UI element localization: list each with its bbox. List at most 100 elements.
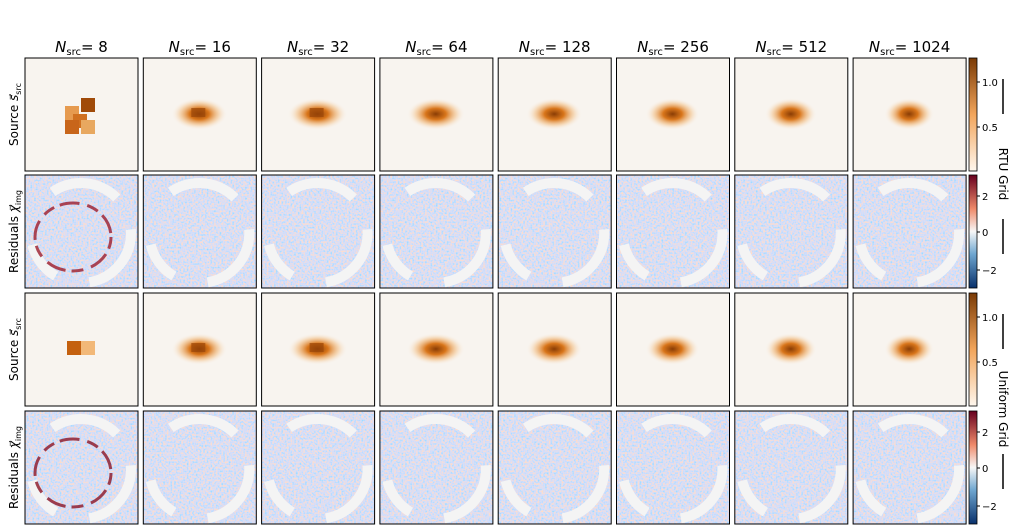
blob	[406, 98, 465, 130]
label: = 256	[663, 38, 709, 56]
residual-image	[24, 174, 139, 289]
blob	[406, 333, 465, 365]
symbol: N	[869, 38, 880, 56]
residual-image	[261, 410, 376, 525]
source-image	[142, 57, 257, 172]
residual-image	[852, 174, 967, 289]
mask-arc	[499, 414, 610, 524]
pixel	[81, 98, 95, 112]
symbol: N	[755, 38, 766, 56]
frame	[142, 410, 257, 525]
source-image	[261, 57, 376, 172]
blob	[526, 98, 583, 130]
residual-image	[616, 174, 730, 289]
residual-image	[24, 410, 139, 525]
frame	[24, 410, 139, 525]
mask-arc	[735, 414, 846, 524]
subscript: src	[298, 47, 313, 58]
colorbar-tick-label: −2	[982, 266, 997, 277]
frame	[379, 57, 494, 172]
residual-image	[616, 410, 730, 525]
symbol: N	[519, 38, 530, 56]
residual-image	[734, 174, 849, 289]
ring	[33, 437, 113, 509]
source-image	[24, 57, 139, 172]
row-label: Source s⃗src	[7, 318, 23, 381]
column-header: Nsrc= 16	[169, 38, 231, 58]
frame	[379, 410, 494, 525]
frame	[142, 57, 257, 172]
symbol: N	[169, 38, 180, 56]
column-header: Nsrc= 8	[55, 38, 108, 58]
colorbar-tick-label: 2	[982, 192, 988, 203]
subscript: img	[14, 190, 23, 205]
label: = 8	[81, 38, 108, 56]
subscript: src	[14, 318, 23, 330]
column-header: Nsrc= 256	[637, 38, 709, 58]
frame	[616, 410, 730, 525]
source-image	[497, 57, 612, 172]
source-image	[497, 292, 612, 407]
mask-arc	[499, 178, 610, 288]
source-image	[734, 292, 849, 407]
residual-image	[142, 174, 257, 289]
colorbar-tick-label: 1.0	[982, 313, 998, 324]
mask-arc	[617, 178, 728, 288]
colorbar-tick-label: 0.5	[982, 123, 998, 134]
frame	[379, 292, 494, 407]
mask-arc	[262, 414, 373, 524]
mask-arc	[380, 414, 491, 524]
blob	[645, 333, 700, 365]
symbol: s⃗	[7, 94, 21, 101]
colorbar-tick-label: 0.5	[982, 358, 998, 369]
colorbar	[968, 57, 978, 172]
frame	[497, 174, 612, 289]
row-label: Residuals χ⃗img	[7, 190, 23, 273]
frame	[261, 57, 376, 172]
residual-image	[261, 174, 376, 289]
symbol: s⃗	[7, 329, 21, 336]
source-image	[616, 57, 730, 172]
colorbar-tick-label: 0	[982, 228, 988, 239]
frame	[142, 174, 257, 289]
subscript: src	[66, 47, 81, 58]
pixel	[67, 341, 81, 355]
column-header: Nsrc= 32	[287, 38, 349, 58]
frame	[261, 174, 376, 289]
frame	[24, 57, 139, 172]
pixel	[81, 341, 95, 355]
frame	[734, 57, 849, 172]
colorbar	[968, 292, 978, 407]
blob	[526, 333, 583, 365]
frame	[497, 410, 612, 525]
residual-image	[852, 410, 967, 525]
residual-image	[142, 410, 257, 525]
column-header: Nsrc= 64	[405, 38, 467, 58]
subscript: src	[416, 47, 431, 58]
pixel	[309, 343, 324, 352]
symbol: χ⃗	[7, 204, 21, 213]
subscript: src	[180, 47, 195, 58]
pixel	[191, 343, 206, 352]
colorbar-tick-label: 2	[982, 428, 988, 439]
frame	[734, 292, 849, 407]
source-image	[616, 292, 730, 407]
colorbar-tick-label: 0	[982, 464, 988, 475]
mask-arc	[144, 178, 255, 288]
group-label: RTU Grid	[996, 148, 1010, 201]
blob	[884, 333, 935, 365]
mask-arc	[854, 414, 965, 524]
column-header: Nsrc= 512	[755, 38, 827, 58]
mask-arc	[144, 414, 255, 524]
pixel	[309, 108, 324, 117]
frame	[497, 57, 612, 172]
frame	[497, 292, 612, 407]
source-image	[379, 57, 494, 172]
residual-image	[379, 174, 494, 289]
frame	[852, 57, 967, 172]
row-label: Source s⃗src	[7, 83, 23, 146]
frame	[616, 57, 730, 172]
subscript: src	[648, 47, 663, 58]
subscript: src	[530, 47, 545, 58]
